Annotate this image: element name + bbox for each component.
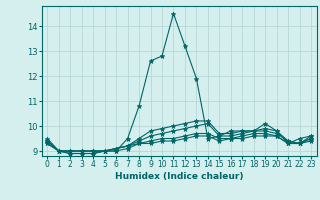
X-axis label: Humidex (Indice chaleur): Humidex (Indice chaleur) [115, 172, 244, 181]
